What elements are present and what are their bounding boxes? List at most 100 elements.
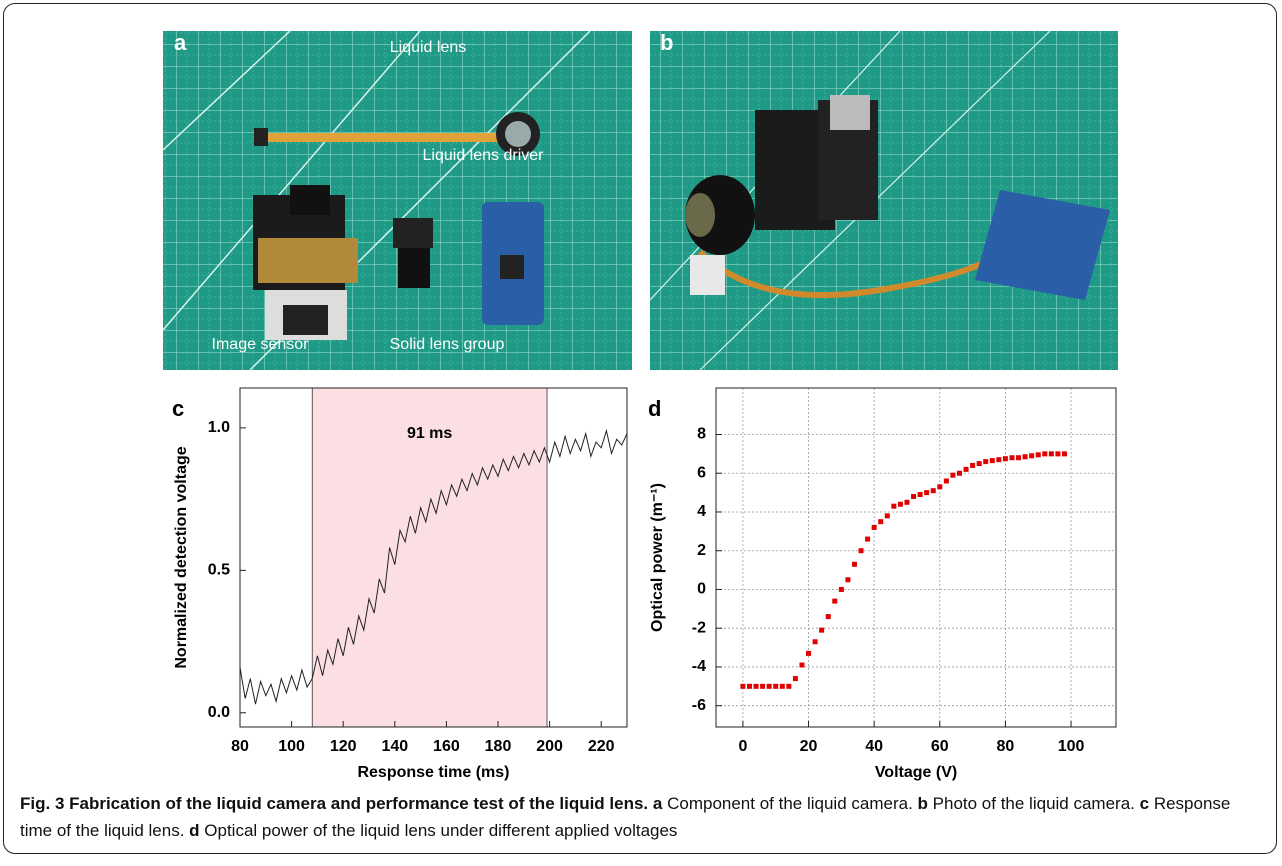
data-point: [792, 676, 798, 682]
data-point: [740, 683, 746, 689]
data-point: [871, 524, 877, 530]
y-tick-label: -6: [692, 697, 706, 714]
chart-c: c 91 ms 0.0 0.5 1.0 80 100 120 140 160 180 200 220 Re…: [172, 387, 628, 781]
data-point: [930, 488, 936, 494]
panel-letter: d: [648, 396, 661, 421]
y-tick-label: -4: [692, 658, 706, 675]
highlight-span: [311, 387, 548, 728]
caption-title: Fig. 3 Fabrication of the liquid camera …: [20, 794, 649, 813]
data-point: [832, 598, 838, 604]
x-tick-label: 180: [485, 738, 512, 755]
caption-text: Component of the liquid camera.: [667, 794, 913, 813]
data-point: [963, 466, 969, 472]
caption-letter: a: [652, 794, 663, 813]
data-point: [1029, 453, 1035, 459]
data-point: [753, 683, 759, 689]
data-point: [845, 577, 851, 583]
plot-frame: [715, 387, 1117, 728]
photo-label: Image sensor: [212, 336, 310, 353]
data-point: [878, 519, 884, 525]
x-tick-label: 0: [738, 738, 747, 755]
y-tick-label: 4: [697, 503, 706, 520]
caption-text: Response time of the liquid lens.: [20, 794, 1231, 840]
data-point: [1009, 455, 1015, 461]
data-point: [838, 586, 844, 592]
y-axis-label: Normalized detection voltage: [173, 446, 190, 668]
data-point: [1048, 451, 1054, 457]
x-tick-label: 40: [865, 738, 883, 755]
data-point: [884, 513, 890, 519]
data-point: [1042, 451, 1048, 457]
y-tick-label: -2: [692, 619, 706, 636]
photo-a: a Liquid lens Liquid lens driver Image s…: [162, 30, 632, 371]
x-tick-label: 80: [231, 738, 249, 755]
data-point: [819, 627, 825, 633]
data-point: [760, 683, 766, 689]
data-point: [989, 458, 995, 464]
data-point: [924, 490, 930, 496]
data-point: [779, 683, 785, 689]
data-point: [1061, 451, 1067, 457]
data-point: [904, 499, 910, 505]
data-point: [996, 457, 1002, 463]
x-axis-label: Response time (ms): [357, 764, 509, 781]
data-point: [812, 639, 818, 645]
data-point: [1016, 455, 1022, 461]
figure: a Liquid lens Liquid lens driver Image s…: [162, 30, 1118, 781]
data-point: [1055, 451, 1061, 457]
x-tick-label: 160: [433, 738, 460, 755]
data-point: [1022, 454, 1028, 460]
plot-frame: [239, 387, 628, 728]
data-point: [943, 478, 949, 484]
data-point: [825, 614, 831, 620]
data-point: [956, 470, 962, 476]
x-tick-label: 60: [931, 738, 949, 755]
panel-letter: c: [172, 396, 184, 421]
caption-letter: c: [1139, 794, 1150, 813]
figure-frame: [3, 3, 1277, 854]
x-tick-label: 100: [1058, 738, 1085, 755]
x-tick-label: 120: [330, 738, 357, 755]
data-point: [897, 501, 903, 507]
x-tick-label: 80: [997, 738, 1015, 755]
data-point: [976, 461, 982, 467]
span-label: 91 ms: [407, 425, 452, 442]
data-point: [937, 484, 943, 490]
panel-letter: b: [660, 30, 673, 55]
photo-label: Liquid lens driver: [423, 147, 545, 164]
data-point: [865, 536, 871, 542]
data-point: [773, 683, 779, 689]
y-tick-label: 8: [697, 426, 706, 443]
x-axis-label: Voltage (V): [875, 764, 957, 781]
y-tick-label: 0.0: [208, 704, 230, 721]
data-point: [799, 662, 805, 668]
data-point: [766, 683, 772, 689]
data-point: [970, 462, 976, 468]
data-point: [746, 683, 752, 689]
x-tick-label: 220: [588, 738, 615, 755]
caption-letter: b: [917, 794, 928, 813]
data-point: [1002, 456, 1008, 462]
data-point: [851, 561, 857, 567]
y-axis-label: Optical power (m⁻¹): [649, 483, 666, 632]
data-point: [950, 472, 956, 478]
caption-text: Optical power of the liquid lens under d…: [204, 821, 678, 840]
data-point: [786, 683, 792, 689]
data-point: [983, 459, 989, 465]
y-tick-label: 0: [697, 581, 706, 598]
data-point: [1035, 452, 1041, 458]
x-tick-label: 100: [278, 738, 305, 755]
panel-letter: a: [174, 30, 187, 55]
y-tick-label: 1.0: [208, 419, 230, 436]
data-line: [239, 428, 628, 705]
x-tick-label: 200: [536, 738, 563, 755]
x-tick-label: 140: [381, 738, 408, 755]
photo-b: b: [649, 30, 1118, 371]
data-point: [891, 503, 897, 509]
photo-label: Liquid lens: [390, 39, 467, 56]
data-point: [806, 650, 812, 656]
photo-label: Solid lens group: [390, 336, 505, 353]
data-point: [917, 492, 923, 498]
